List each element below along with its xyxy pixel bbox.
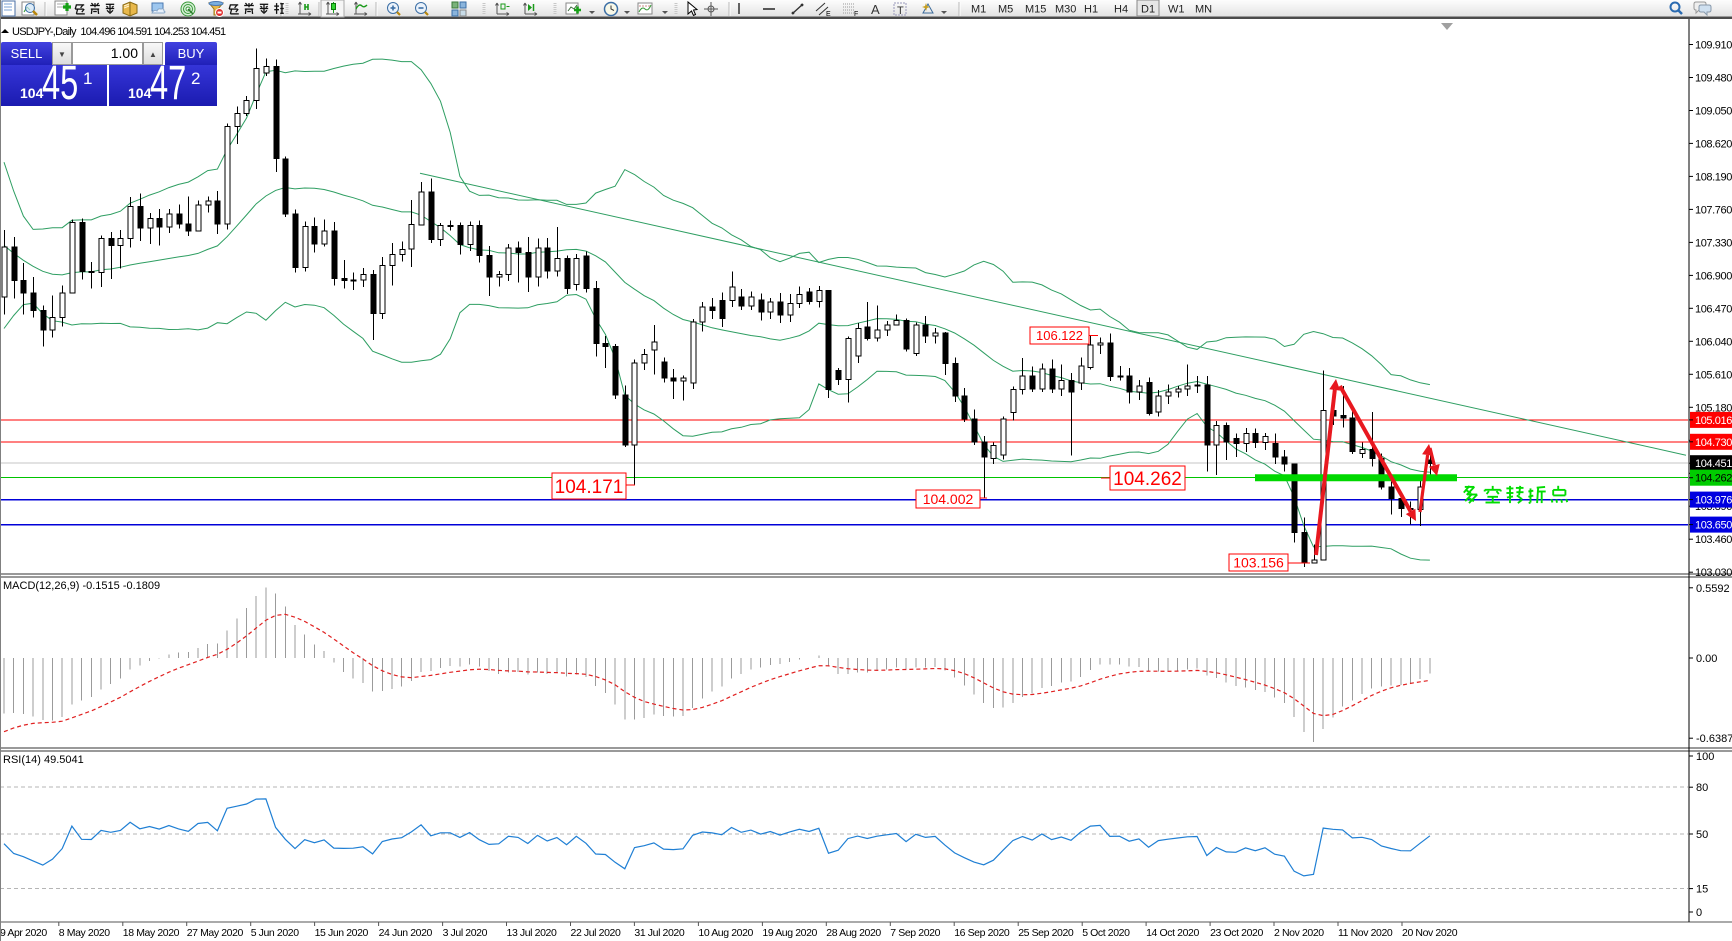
svg-text:11 Nov 2020: 11 Nov 2020 — [1338, 927, 1393, 939]
svg-text:100: 100 — [1696, 751, 1714, 763]
svg-text:MN: MN — [1195, 4, 1212, 16]
svg-text:22 Jul 2020: 22 Jul 2020 — [571, 927, 621, 939]
svg-text:108.620: 108.620 — [1695, 138, 1732, 150]
svg-text:106.900: 106.900 — [1695, 270, 1732, 282]
svg-text:27 May 2020: 27 May 2020 — [187, 927, 244, 939]
svg-text:109.910: 109.910 — [1695, 40, 1732, 52]
svg-text:0.5592: 0.5592 — [1696, 583, 1730, 595]
svg-text:18 May 2020: 18 May 2020 — [123, 927, 180, 939]
svg-text:M15: M15 — [1025, 4, 1046, 16]
svg-text:103.030: 103.030 — [1695, 567, 1732, 579]
svg-text:16 Sep 2020: 16 Sep 2020 — [954, 927, 1010, 939]
svg-text:106.040: 106.040 — [1695, 336, 1732, 348]
svg-text:24 Jun 2020: 24 Jun 2020 — [379, 927, 433, 939]
svg-text:108.190: 108.190 — [1695, 171, 1732, 183]
svg-text:105.610: 105.610 — [1695, 369, 1732, 381]
svg-text:H4: H4 — [1114, 4, 1128, 16]
svg-text:106.470: 106.470 — [1695, 303, 1732, 315]
svg-text:5 Oct 2020: 5 Oct 2020 — [1082, 927, 1130, 939]
svg-text:E: E — [826, 11, 831, 18]
svg-text:105.016: 105.016 — [1695, 415, 1732, 427]
svg-text:2 Nov 2020: 2 Nov 2020 — [1274, 927, 1324, 939]
svg-text:8 May 2020: 8 May 2020 — [59, 927, 110, 939]
svg-text:105.180: 105.180 — [1695, 402, 1732, 414]
svg-text:A: A — [871, 2, 880, 17]
svg-text:MACD(12,26,9) -0.1515 -0.1809: MACD(12,26,9) -0.1515 -0.1809 — [3, 580, 160, 592]
svg-text:103.650: 103.650 — [1695, 520, 1732, 532]
svg-text:25 Sep 2020: 25 Sep 2020 — [1018, 927, 1074, 939]
svg-text:109.480: 109.480 — [1695, 73, 1732, 85]
svg-text:20 Nov 2020: 20 Nov 2020 — [1402, 927, 1458, 939]
svg-text:D1: D1 — [1141, 4, 1155, 16]
svg-text:M1: M1 — [971, 4, 986, 16]
svg-text:0.00: 0.00 — [1696, 653, 1717, 665]
svg-text:109.050: 109.050 — [1695, 106, 1732, 118]
svg-text:13 Jul 2020: 13 Jul 2020 — [507, 927, 557, 939]
svg-text:31 Jul 2020: 31 Jul 2020 — [634, 927, 684, 939]
svg-text:3 Jul 2020: 3 Jul 2020 — [443, 927, 488, 939]
svg-text:19 Aug 2020: 19 Aug 2020 — [762, 927, 817, 939]
svg-text:5 Jun 2020: 5 Jun 2020 — [251, 927, 300, 939]
svg-text:104.262: 104.262 — [1113, 469, 1182, 490]
svg-text:28 Aug 2020: 28 Aug 2020 — [826, 927, 881, 939]
svg-text:RSI(14) 49.5041: RSI(14) 49.5041 — [3, 754, 84, 766]
svg-text:103.460: 103.460 — [1695, 534, 1732, 546]
svg-text:M5: M5 — [998, 4, 1013, 16]
svg-text:103.156: 103.156 — [1233, 555, 1284, 571]
svg-text:104.171: 104.171 — [555, 477, 624, 498]
svg-text:107.330: 107.330 — [1695, 237, 1732, 249]
svg-text:14 Oct 2020: 14 Oct 2020 — [1146, 927, 1199, 939]
svg-text:M30: M30 — [1055, 4, 1076, 16]
svg-text:104.451: 104.451 — [1695, 458, 1732, 470]
svg-text:104.002: 104.002 — [923, 491, 974, 507]
svg-text:15: 15 — [1696, 884, 1708, 896]
svg-text:W1: W1 — [1168, 4, 1185, 16]
svg-text:F: F — [854, 11, 858, 18]
svg-text:0: 0 — [1696, 907, 1702, 919]
svg-text:107.760: 107.760 — [1695, 204, 1732, 216]
svg-text:15 Jun 2020: 15 Jun 2020 — [315, 927, 369, 939]
svg-text:9 Apr 2020: 9 Apr 2020 — [0, 927, 47, 939]
svg-text:106.122: 106.122 — [1036, 328, 1083, 343]
svg-text:7 Sep 2020: 7 Sep 2020 — [890, 927, 940, 939]
svg-text:-0.6387: -0.6387 — [1696, 733, 1732, 745]
svg-text:10 Aug 2020: 10 Aug 2020 — [698, 927, 753, 939]
svg-text:80: 80 — [1696, 782, 1708, 794]
svg-text:50: 50 — [1696, 829, 1708, 841]
svg-text:T: T — [897, 5, 904, 17]
svg-text:104.730: 104.730 — [1695, 437, 1732, 449]
svg-text:23 Oct 2020: 23 Oct 2020 — [1210, 927, 1263, 939]
svg-text:103.976: 103.976 — [1695, 495, 1732, 507]
svg-text:104.262: 104.262 — [1695, 473, 1732, 485]
svg-text:H1: H1 — [1084, 4, 1098, 16]
